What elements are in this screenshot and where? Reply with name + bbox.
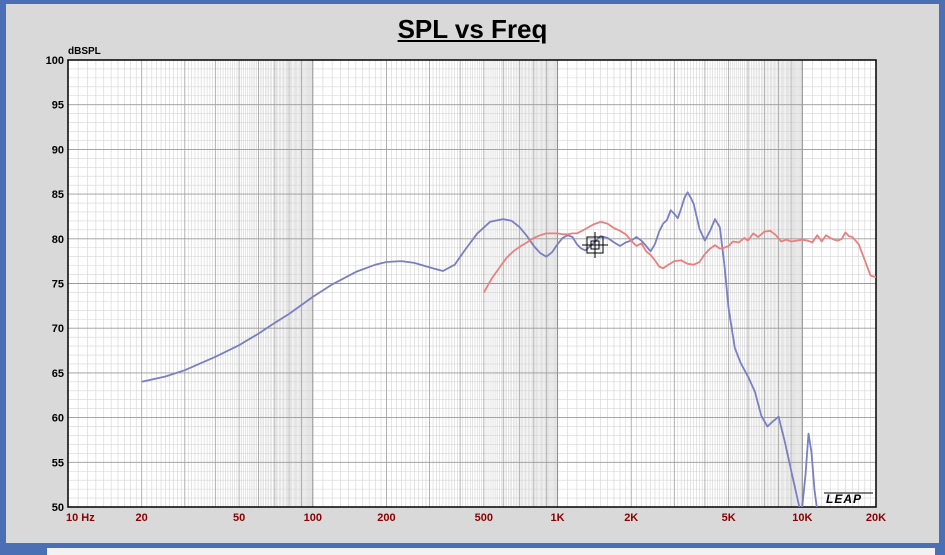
y-tick-label: 95 (52, 100, 64, 112)
x-tick-label: 1K (551, 512, 565, 524)
y-tick-label: 80 (52, 234, 64, 246)
series-layer (141, 191, 876, 507)
x-tick-labels: 10 Hz 20 50 100 200 500 1K 2K 5K 10K 20K (66, 512, 886, 524)
x-tick-label: 50 (233, 512, 245, 524)
series-line-2 (483, 220, 876, 293)
x-tick-label: 100 (304, 512, 322, 524)
x-tick-label: 200 (377, 512, 395, 524)
y-tick-label: 75 (52, 279, 64, 291)
y-tick-label: 60 (52, 413, 64, 425)
x-tick-label: 10 Hz (66, 512, 95, 524)
series-line-1 (141, 191, 818, 507)
y-axis-label: dBSPL (68, 46, 101, 57)
bottom-panel-edge (0, 543, 945, 555)
y-tick-label: 65 (52, 368, 64, 380)
plot-border (67, 59, 877, 508)
x-tick-label: 10K (792, 512, 812, 524)
x-tick-label: 500 (475, 512, 493, 524)
chart-title: SPL vs Freq (397, 14, 548, 44)
cursor-marker[interactable] (582, 232, 608, 258)
y-tick-label: 50 (52, 502, 64, 514)
y-tick-label: 70 (52, 323, 64, 335)
svg-text:LEAP: LEAP (826, 492, 862, 506)
grid-major (68, 60, 876, 507)
y-tick-label: 90 (52, 144, 64, 156)
y-tick-labels: 100 95 90 85 80 75 70 65 60 55 50 (46, 55, 64, 514)
y-tick-label: 85 (52, 189, 64, 201)
x-tick-label: 20 (136, 512, 148, 524)
x-tick-label: 2K (624, 512, 638, 524)
x-tick-label: 5K (722, 512, 736, 524)
x-tick-label: 20K (866, 512, 886, 524)
leap-logo: LEAP (824, 492, 873, 506)
y-tick-label: 100 (46, 55, 64, 67)
y-tick-label: 55 (52, 457, 64, 469)
